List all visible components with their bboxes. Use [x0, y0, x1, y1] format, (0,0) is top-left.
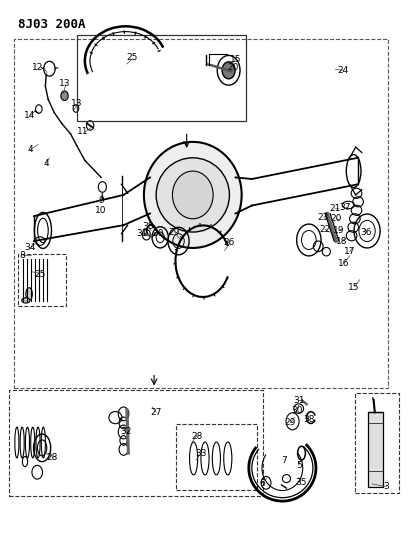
Bar	[354, 393, 398, 494]
Text: 31: 31	[292, 395, 303, 405]
Text: 13: 13	[71, 99, 82, 108]
Text: 4: 4	[27, 146, 33, 155]
Bar	[176, 424, 256, 490]
Text: 15: 15	[229, 55, 241, 64]
Text: 31: 31	[136, 229, 147, 238]
Text: 21: 21	[329, 204, 340, 213]
Circle shape	[222, 62, 234, 79]
Text: 10: 10	[95, 206, 107, 215]
Text: 33: 33	[195, 449, 206, 458]
Text: 6: 6	[258, 479, 264, 488]
Text: 9: 9	[98, 196, 104, 205]
Text: 20: 20	[227, 63, 238, 72]
Text: 36: 36	[359, 228, 371, 237]
Bar	[367, 413, 382, 487]
Text: 23: 23	[317, 213, 328, 222]
Text: 5: 5	[295, 461, 301, 470]
Bar	[76, 35, 245, 120]
Text: 32: 32	[119, 427, 131, 437]
Text: 27: 27	[150, 408, 162, 417]
Text: 15: 15	[347, 283, 359, 292]
Text: 4: 4	[43, 159, 49, 167]
Ellipse shape	[156, 158, 229, 232]
Text: 28: 28	[47, 453, 58, 462]
Text: 29: 29	[284, 418, 295, 427]
Text: 20: 20	[330, 214, 341, 223]
Text: 25: 25	[126, 53, 137, 62]
Text: 11: 11	[77, 127, 88, 136]
Text: 24: 24	[337, 66, 348, 75]
Text: 29: 29	[169, 228, 180, 237]
Text: 35: 35	[294, 478, 306, 487]
Text: 13: 13	[58, 79, 70, 88]
Text: 19: 19	[332, 226, 344, 235]
Text: 26: 26	[223, 238, 234, 247]
Text: 16: 16	[337, 260, 348, 268]
Ellipse shape	[172, 171, 213, 219]
Text: 8J03 200A: 8J03 200A	[18, 18, 85, 31]
Text: 28: 28	[191, 432, 202, 441]
Text: 18: 18	[335, 237, 346, 246]
Text: 17: 17	[343, 247, 355, 256]
Bar	[9, 390, 263, 496]
Text: 8: 8	[19, 252, 25, 261]
Ellipse shape	[144, 142, 241, 248]
Text: 3: 3	[382, 482, 388, 491]
Ellipse shape	[22, 298, 30, 303]
Text: 22: 22	[319, 225, 330, 234]
Circle shape	[61, 91, 68, 101]
Text: 30: 30	[152, 229, 164, 238]
Ellipse shape	[26, 288, 32, 301]
Text: 37: 37	[339, 203, 351, 212]
Text: 25: 25	[34, 270, 46, 279]
Text: 14: 14	[24, 111, 36, 120]
Text: 12: 12	[32, 63, 44, 72]
Bar	[18, 254, 65, 306]
Text: 7: 7	[281, 456, 287, 465]
Text: 30: 30	[290, 406, 302, 415]
Text: 34: 34	[24, 244, 36, 253]
Text: 38: 38	[142, 222, 153, 231]
Text: 38: 38	[302, 415, 314, 424]
